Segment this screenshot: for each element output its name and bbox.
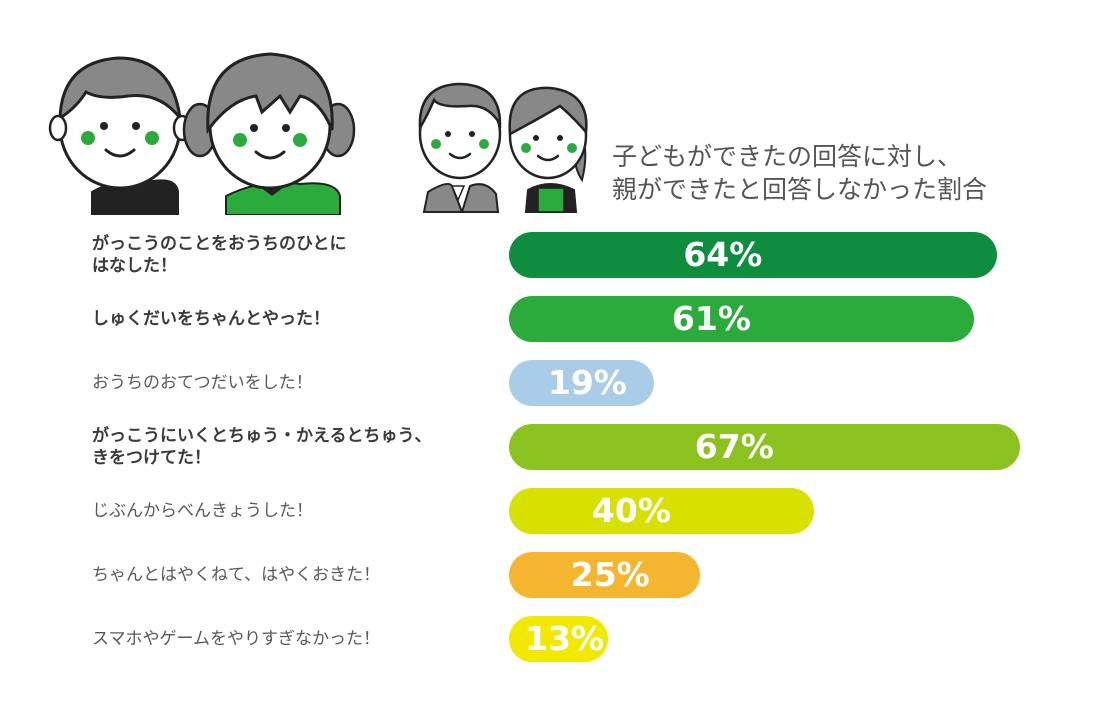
bar (509, 424, 1020, 470)
category-label-line: がっこうにいくとちゅう・かえるとちゅう、 (92, 426, 432, 446)
category-label: ちゃんとはやくねて、はやくおきた！ (92, 564, 492, 586)
category-label-line: おうちのおてつだいをした！ (92, 373, 313, 393)
chart-title: 子どもができたの回答に対し、 親ができたと回答しなかった割合 (612, 140, 987, 206)
category-label-line: きをつけてた！ (92, 448, 211, 468)
category-label: スマホやゲームをやりすぎなかった！ (92, 628, 492, 650)
category-label-line: しゅくだいをちゃんとやった！ (92, 309, 330, 329)
boy-icon (48, 56, 192, 215)
bar-value-label: 13% (525, 619, 605, 658)
girl-icon (182, 52, 356, 215)
bar (509, 232, 997, 278)
category-label-line: スマホやゲームをやりすぎなかった！ (92, 629, 380, 649)
mother-icon (508, 86, 588, 213)
category-label: しゅくだいをちゃんとやった！ (92, 308, 492, 330)
category-label: がっこうのことをおうちのひとに はなした！ (92, 233, 492, 277)
chart-title-line-1: 子どもができたの回答に対し、 (612, 142, 963, 171)
bar (509, 616, 609, 662)
bar (509, 552, 700, 598)
category-label: じぶんからべんきょうした！ (92, 500, 492, 522)
category-label-line: ちゃんとはやくねて、はやくおきた！ (92, 565, 381, 585)
family-illustration (48, 52, 588, 215)
bar-value-label: 61% (671, 299, 751, 338)
bar-value-label: 40% (591, 491, 671, 530)
category-label: がっこうにいくとちゅう・かえるとちゅう、 きをつけてた！ (92, 425, 492, 469)
bar-value-label: 64% (683, 235, 763, 274)
bar (509, 296, 974, 342)
bar-value-label: 19% (547, 363, 627, 402)
bar (509, 488, 814, 534)
bar (509, 360, 654, 406)
father-icon (418, 82, 502, 213)
category-label-line: じぶんからべんきょうした！ (92, 501, 313, 521)
bar-value-label: 67% (694, 427, 774, 466)
category-label-line: がっこうのことをおうちのひとに (92, 234, 347, 254)
category-label: おうちのおてつだいをした！ (92, 372, 492, 394)
chart-title-line-2: 親ができたと回答しなかった割合 (612, 175, 988, 204)
bar-value-label: 25% (570, 555, 650, 594)
category-label-line: はなした！ (92, 256, 177, 276)
